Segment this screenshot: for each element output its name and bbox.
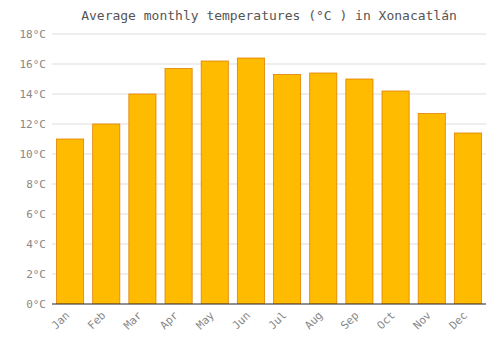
y-tick-label: 0°C (26, 298, 46, 311)
bar (382, 91, 409, 304)
x-tick-label: Jun (230, 309, 253, 332)
x-tick-label: May (194, 309, 218, 333)
title: Average monthly temperatures (°C ) in Xo… (81, 8, 457, 23)
grid-line (52, 64, 486, 65)
y-tick-label: 6°C (26, 208, 46, 221)
bar (201, 61, 228, 304)
x-tick-label: Aug (302, 309, 325, 332)
bar (57, 139, 84, 304)
grid-line (52, 94, 486, 95)
bar (93, 124, 120, 304)
bars (57, 58, 482, 304)
bar (237, 58, 264, 304)
y-tick-label: 10°C (20, 148, 47, 161)
y-tick-label: 4°C (26, 238, 46, 251)
bar (418, 114, 445, 305)
x-tick-label: Jan (49, 309, 72, 332)
y-tick-label: 14°C (20, 88, 47, 101)
bar (346, 79, 373, 304)
grid (52, 34, 486, 304)
x-tick-label: Jul (266, 309, 289, 332)
x-tick-label: Apr (157, 309, 181, 333)
chart: Average monthly temperatures (°C ) in Xo… (0, 0, 500, 350)
grid-line (52, 34, 486, 35)
y-tick-label: 18°C (20, 28, 47, 41)
x-tick-label: Oct (374, 309, 397, 332)
x-axis-line (52, 303, 486, 304)
grid-line (52, 304, 486, 305)
x-tick-label: Dec (447, 309, 470, 332)
x-tick-label: Feb (85, 309, 108, 332)
x-tick-label: Nov (411, 309, 435, 333)
y-tick-label: 8°C (26, 178, 46, 191)
bar (129, 94, 156, 304)
x-tick-label: Sep (338, 309, 361, 332)
y-tick-label: 16°C (20, 58, 47, 71)
bar (165, 69, 192, 305)
y-tick-label: 12°C (20, 118, 47, 131)
y-tick-label: 2°C (26, 268, 46, 281)
bar (274, 75, 301, 305)
x-tick-label: Mar (121, 309, 145, 333)
bar (454, 133, 481, 304)
bar (310, 73, 337, 304)
